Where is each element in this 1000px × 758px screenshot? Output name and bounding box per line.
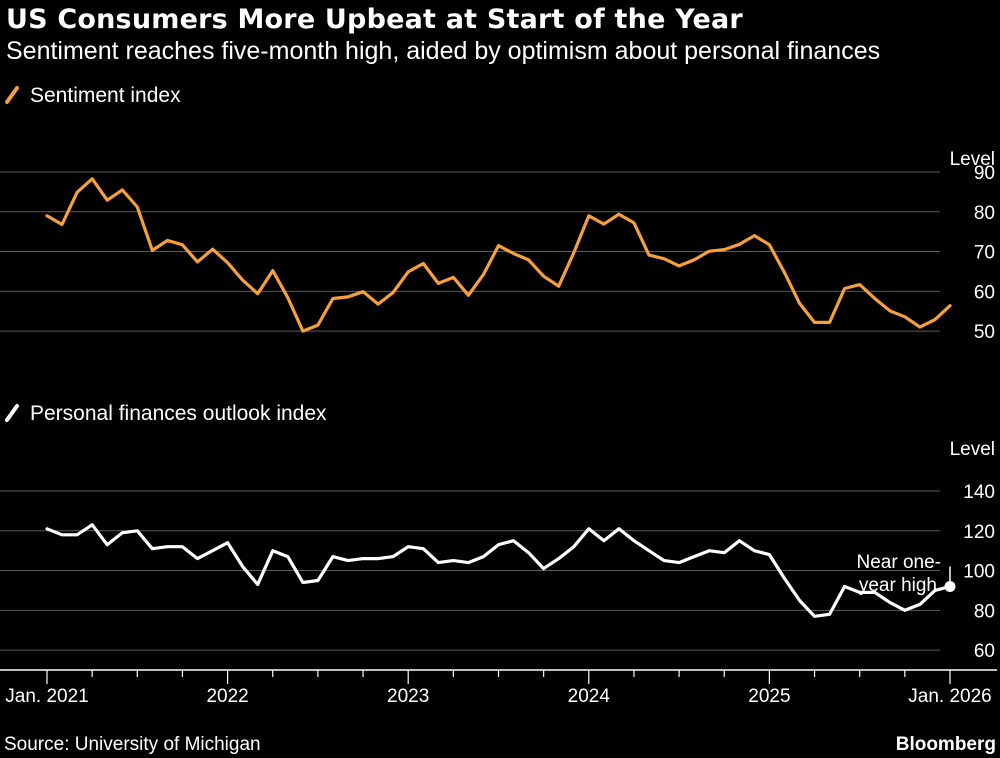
bloomberg-logo: Bloomberg (896, 734, 996, 755)
finances-y-tick-label: 80 (974, 601, 995, 622)
annotation-text-line-2: year high (859, 575, 937, 596)
sentiment-line (45, 177, 952, 333)
finances-y-tick-label: 140 (963, 482, 995, 503)
x-tick-label: 2022 (206, 686, 248, 707)
sentiment-y-tick-label: 70 (974, 243, 995, 264)
sentiment-y-tick-label: 60 (974, 282, 995, 303)
sentiment-legend-icon (5, 86, 19, 104)
sentiment-y-tick-label: 90 (974, 163, 995, 184)
finances-y-axis-title: Level (950, 439, 995, 460)
finances-y-tick-label: 120 (963, 522, 995, 543)
x-tick-label: Jan. 2026 (908, 686, 991, 707)
finances-legend-label: Personal finances outlook index (30, 402, 327, 425)
finances-y-tick-label: 60 (974, 641, 995, 662)
sentiment-y-tick-label: 80 (974, 203, 995, 224)
sentiment-y-tick-label: 50 (974, 322, 995, 343)
finances-line (45, 523, 952, 618)
x-tick-label: 2024 (568, 686, 611, 707)
chart-title: US Consumers More Upbeat at Start of the… (6, 4, 743, 35)
finances-legend-icon (5, 404, 19, 422)
x-tick-label: 2025 (748, 686, 790, 707)
x-tick-label: Jan. 2021 (5, 686, 88, 707)
source-note: Source: University of Michigan (4, 734, 261, 755)
chart-subtitle: Sentiment reaches five-month high, aided… (6, 37, 881, 65)
annotation-marker (944, 580, 956, 592)
x-tick-label: 2023 (387, 686, 429, 707)
sentiment-y-axis-title: Level (950, 149, 995, 170)
annotation-text-line-1: Near one- (857, 552, 942, 573)
sentiment-legend-label: Sentiment index (30, 84, 181, 107)
finances-y-tick-label: 100 (963, 562, 995, 583)
